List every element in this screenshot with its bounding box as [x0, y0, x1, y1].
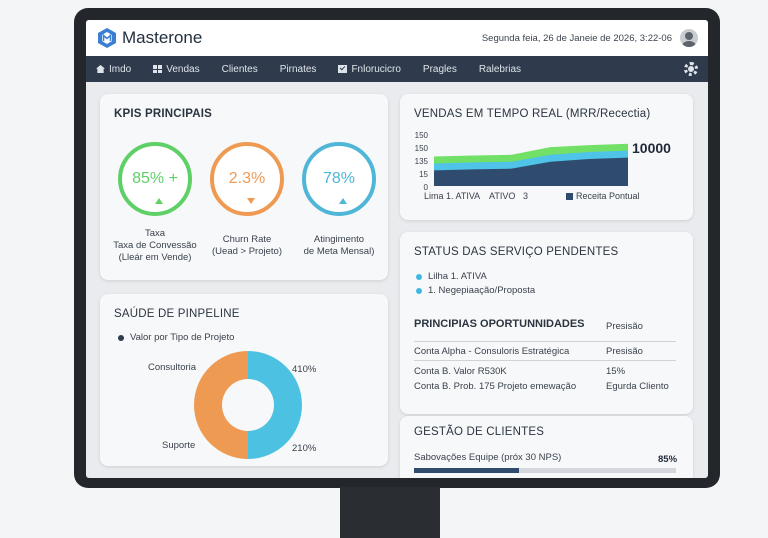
- sales-footer-1: Lima 1. ATIVA: [424, 191, 481, 201]
- kpi-conversion-value: 85% +: [132, 170, 178, 187]
- kpi-goal-ring[interactable]: 78%: [302, 142, 376, 216]
- current-datetime: Segunda feia, 26 de Janeie de 2026, 3:22…: [481, 32, 672, 44]
- kpi-conversion-label: Taxa Taxa de Convessão (Lleár em Vende): [113, 228, 197, 263]
- nav-item-pragles[interactable]: Pragles: [423, 64, 457, 75]
- grid-icon: [153, 65, 163, 73]
- nav-item-pirnates[interactable]: Pirnates: [280, 64, 317, 75]
- y-tick-label: 0: [424, 183, 429, 192]
- status-item-label: 1. Negepiaação/Proposta: [428, 285, 536, 296]
- kpi-goal-label: Atingimento de Meta Mensal): [303, 234, 375, 257]
- y-tick-label: 15: [419, 170, 428, 179]
- donut-slice[interactable]: [194, 351, 248, 459]
- opportunity-row-right: 15%: [606, 366, 626, 377]
- clients-progress-track: [414, 468, 676, 473]
- status-dot-icon: [416, 273, 422, 280]
- slice-pct-2: 210%: [292, 443, 317, 454]
- kpi-churn-label: Churn Rate (Uead > Projeto): [212, 234, 282, 257]
- monitor-frame: Masterone Segunda feia, 26 de Janeie de …: [74, 8, 720, 488]
- dashboard-screen: Masterone Segunda feia, 26 de Janeie de …: [86, 20, 708, 478]
- nav-label: Pirnates: [279, 63, 317, 75]
- pipeline-card-title: SAÚDE DE PINPELINE: [114, 308, 240, 320]
- settings-gear-icon[interactable]: [684, 62, 698, 76]
- clients-row-value: 85%: [658, 454, 678, 465]
- user-avatar[interactable]: [680, 29, 698, 47]
- clients-progress-fill: [414, 468, 519, 473]
- nav-item-home[interactable]: Imdo: [96, 64, 131, 75]
- status-dot-icon: [416, 287, 422, 294]
- top-bar: Masterone Segunda feia, 26 de Janeie de …: [86, 20, 708, 56]
- kpi-churn-ring[interactable]: 2.3%: [210, 142, 284, 216]
- area-series: [434, 157, 628, 186]
- legend-swatch: [566, 193, 573, 200]
- opportunity-row-right: Egurda Cliento: [606, 381, 669, 392]
- y-tick-label: 150: [415, 131, 429, 140]
- sales-card-title: VENDAS EM TEMPO REAL (MRR/Recectia): [414, 108, 651, 120]
- status-item[interactable]: 1. Negepiaação/Proposta: [416, 285, 535, 296]
- clients-row-label: Sabovações Equipe (próx 30 NPS): [414, 452, 562, 463]
- sales-footer-2: ATIVO: [489, 191, 516, 201]
- opportunity-row[interactable]: Conta Alpha - Consuloris Estratégica: [414, 346, 570, 357]
- home-icon: [96, 65, 105, 73]
- pipeline-card: SAÚDE DE PINPELINE Valor por Tipo de Pro…: [100, 294, 388, 466]
- donut-hole: [222, 379, 274, 431]
- monitor-stand: [340, 487, 440, 538]
- up-arrow-icon: [339, 198, 347, 204]
- sales-big-value: 10000: [632, 140, 671, 156]
- opportunity-row[interactable]: Conta B. Prob. 175 Projeto emewação: [414, 381, 577, 392]
- divider: [414, 360, 676, 361]
- slice-label-consultoria: Consultoria: [148, 362, 197, 373]
- slice-pct-1: 410%: [292, 364, 317, 375]
- down-arrow-icon: [247, 198, 255, 204]
- y-tick-label: 135: [415, 157, 429, 166]
- pipeline-legend-label: Valor por Tipo de Projeto: [130, 332, 235, 343]
- opportunity-row-right: Presisão: [606, 346, 643, 357]
- opportunities-title: PRINCIPIAS OPORTUNNIDADES: [414, 318, 585, 330]
- status-card: STATUS DAS SERVIÇO PENDENTES Lilha 1. AT…: [400, 232, 693, 414]
- nav-label: Vendas: [166, 63, 200, 75]
- kpi-card-title: KPIS PRINCIPAIS: [114, 108, 212, 120]
- main-nav: Imdo Vendas Clientes Pirnates Fnlorucicr…: [86, 56, 708, 82]
- nav-item-clientes[interactable]: Clientes: [222, 64, 258, 75]
- y-tick-label: 150: [415, 144, 429, 153]
- brand[interactable]: Masterone: [96, 27, 202, 49]
- sales-footer-3: 3: [523, 191, 529, 201]
- check-icon: [338, 65, 348, 73]
- slice-label-suporte: Suporte: [162, 440, 196, 451]
- sales-card: VENDAS EM TEMPO REAL (MRR/Recectia) 150 1…: [400, 94, 693, 220]
- legend-dot-icon: [118, 334, 124, 341]
- brand-logo-icon: [98, 28, 116, 48]
- nav-label: Ralebrias: [478, 63, 522, 75]
- clients-card: GESTÃO DE CLIENTES Sabovações Equipe (pr…: [400, 416, 693, 478]
- up-arrow-icon: [155, 198, 163, 204]
- status-card-title: STATUS DAS SERVIÇO PENDENTES: [414, 246, 619, 258]
- status-item-label: Lilha 1. ATIVA: [428, 271, 487, 282]
- nav-label: Clientes: [221, 63, 258, 75]
- sales-legend-label: Receita Pontual: [576, 191, 640, 201]
- nav-label: Imdo: [109, 63, 132, 75]
- opportunity-row[interactable]: Conta B. Valor R530K: [414, 366, 507, 377]
- kpi-card: KPIS PRINCIPAIS 85% + Taxa Taxa de Conve…: [100, 94, 388, 280]
- nav-item-vendas[interactable]: Vendas: [153, 63, 200, 75]
- kpi-churn-value: 2.3%: [228, 170, 266, 187]
- nav-label: Fnlorucicro: [351, 63, 401, 75]
- divider: [414, 341, 676, 342]
- pipeline-donut-chart: [194, 351, 302, 459]
- kpi-goal-value: 78%: [322, 170, 356, 187]
- status-item[interactable]: Lilha 1. ATIVA: [416, 271, 487, 282]
- kpi-conversion-ring[interactable]: 85% +: [118, 142, 192, 216]
- nav-item-fnlorucicro[interactable]: Fnlorucicro: [338, 63, 401, 75]
- donut-slice[interactable]: [248, 351, 302, 459]
- nav-item-ralebrias[interactable]: Ralebrias: [479, 64, 521, 75]
- clients-card-title: GESTÃO DE CLIENTES: [414, 426, 545, 438]
- opportunities-header-right: Presisão: [606, 321, 643, 332]
- brand-name: Masterone: [122, 28, 203, 47]
- nav-label: Pragles: [422, 63, 457, 75]
- pipeline-legend: Valor por Tipo de Projeto: [118, 332, 234, 343]
